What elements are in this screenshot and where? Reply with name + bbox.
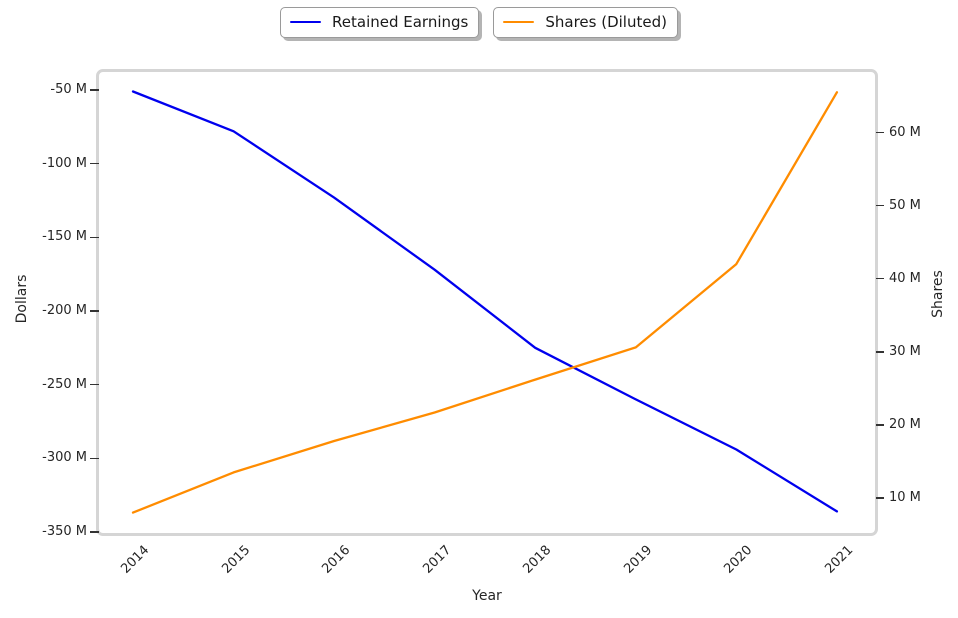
- y-left-tick-mark: [90, 162, 99, 165]
- y-right-tick-label: 10 M: [889, 490, 921, 505]
- y-left-tick-label: -100 M: [42, 155, 87, 171]
- y-left-tick-label: -200 M: [42, 303, 87, 318]
- legend: Retained Earnings Shares (Diluted): [0, 7, 958, 38]
- x-tick-label: 2020: [721, 542, 756, 577]
- y-left-tick-mark: [90, 310, 99, 312]
- y-left-tick-label: -50 M: [50, 82, 87, 97]
- x-axis-label: Year: [472, 588, 502, 604]
- legend-item-shares-diluted: Shares (Diluted): [493, 7, 678, 38]
- y-right-tick-mark: [875, 131, 884, 134]
- legend-line-sample-shares-diluted: [503, 20, 535, 24]
- y-left-tick-label: -150 M: [42, 229, 87, 245]
- y-axis-label-right: Shares: [930, 270, 946, 318]
- y-left-tick-label: -300 M: [42, 450, 87, 466]
- series-line-shares-diluted: [131, 91, 839, 514]
- x-tick-label: 2014: [118, 542, 153, 577]
- x-tick-label: 2015: [218, 542, 253, 577]
- x-tick-label: 2021: [822, 542, 857, 577]
- y-right-tick-mark: [875, 277, 884, 280]
- x-tick-label: 2017: [419, 542, 454, 577]
- x-tick-label: 2019: [621, 542, 656, 577]
- y-right-tick-label: 50 M: [889, 197, 921, 213]
- y-axis-label-left: Dollars: [14, 274, 30, 324]
- legend-line-sample-retained-earnings: [290, 20, 322, 24]
- plot-frame: [95, 68, 878, 536]
- legend-item-retained-earnings: Retained Earnings: [280, 7, 480, 38]
- y-right-tick-label: 20 M: [889, 416, 921, 432]
- y-right-tick-mark: [875, 424, 884, 426]
- y-right-tick-label: 40 M: [889, 270, 921, 286]
- x-tick-label: 2018: [520, 542, 555, 577]
- y-left-tick-mark: [90, 89, 99, 91]
- y-left-tick-label: -250 M: [42, 376, 87, 392]
- y-left-tick-mark: [90, 236, 99, 239]
- x-tick-label: 2016: [319, 542, 354, 577]
- y-right-tick-mark: [875, 351, 884, 353]
- y-right-tick-label: 60 M: [889, 124, 921, 140]
- y-left-tick-mark: [90, 531, 99, 533]
- legend-item-label: Shares (Diluted): [545, 13, 667, 31]
- y-left-tick-mark: [90, 457, 99, 460]
- y-left-tick-mark: [90, 383, 99, 386]
- legend-item-label: Retained Earnings: [332, 13, 469, 31]
- y-left-tick-label: -350 M: [42, 524, 87, 539]
- plot-lines: [131, 90, 839, 514]
- y-right-tick-label: 30 M: [889, 343, 921, 359]
- series-line-retained-earnings: [131, 90, 839, 513]
- y-right-tick-mark: [875, 497, 884, 499]
- y-right-tick-mark: [875, 204, 884, 207]
